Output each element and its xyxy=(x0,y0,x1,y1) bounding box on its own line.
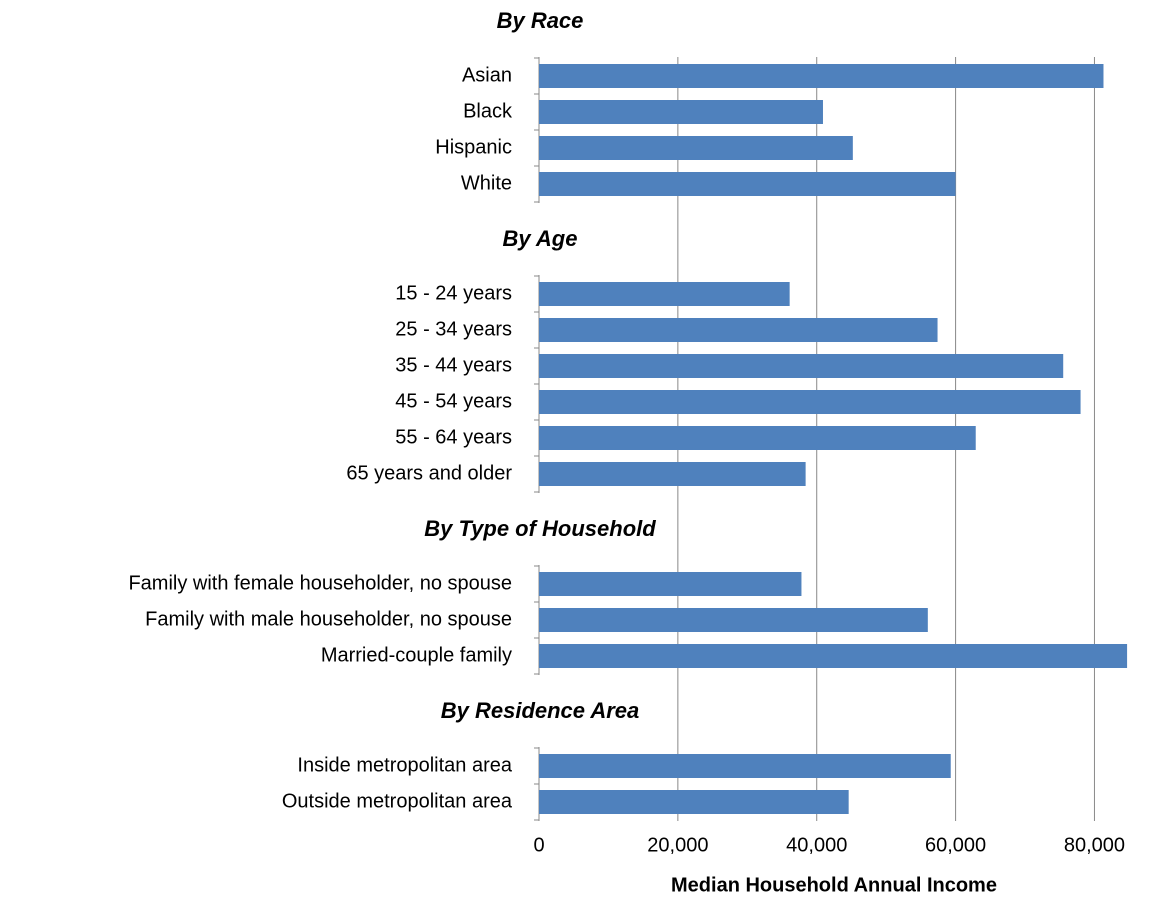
x-tick-label: 60,000 xyxy=(925,834,986,856)
bar xyxy=(539,572,802,596)
y-tick-label: 35 - 44 years xyxy=(395,354,512,376)
x-tick-label: 20,000 xyxy=(647,834,708,856)
y-tick-label: Inside metropolitan area xyxy=(297,754,512,776)
y-tick-label: Family with female householder, no spous… xyxy=(128,572,512,594)
group-title: By Residence Area xyxy=(441,698,640,723)
x-tick-label: 0 xyxy=(533,834,544,856)
y-tick-label: Asian xyxy=(462,64,512,86)
y-tick-label: 45 - 54 years xyxy=(395,390,512,412)
x-axis-label: Median Household Annual Income xyxy=(671,874,997,896)
y-tick-label: 65 years and older xyxy=(346,462,512,484)
bar xyxy=(539,172,956,196)
y-tick-label: 25 - 34 years xyxy=(395,318,512,340)
bar xyxy=(539,608,928,632)
bar xyxy=(539,462,806,486)
y-tick-label: 15 - 24 years xyxy=(395,282,512,304)
y-tick-label: 55 - 64 years xyxy=(395,426,512,448)
x-tick-label: 80,000 xyxy=(1064,834,1125,856)
bar xyxy=(539,426,976,450)
x-tick-label: 40,000 xyxy=(786,834,847,856)
bar xyxy=(539,100,823,124)
bar xyxy=(539,754,951,778)
y-tick-label: Hispanic xyxy=(435,136,512,158)
group-title: By Race xyxy=(497,8,584,33)
bar xyxy=(539,136,853,160)
group-title: By Type of Household xyxy=(424,516,656,541)
bar xyxy=(539,790,849,814)
bar xyxy=(539,64,1104,88)
bar xyxy=(539,390,1081,414)
bar xyxy=(539,644,1128,668)
y-tick-label: Outside metropolitan area xyxy=(282,790,513,812)
y-tick-label: White xyxy=(461,172,512,194)
y-tick-label: Family with male householder, no spouse xyxy=(145,608,512,630)
y-tick-label: Married-couple family xyxy=(321,644,512,666)
bar xyxy=(539,282,790,306)
y-tick-label: Black xyxy=(463,100,513,122)
bar xyxy=(539,318,938,342)
bar xyxy=(539,354,1064,378)
group-title: By Age xyxy=(503,226,578,251)
